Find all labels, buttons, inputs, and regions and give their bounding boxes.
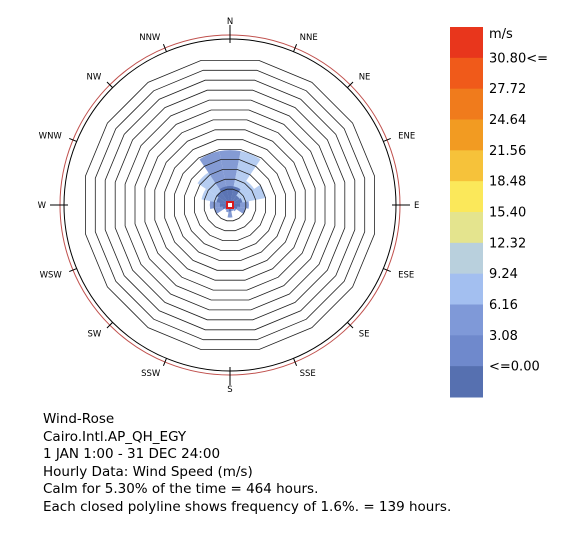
frequency-ring-10: [124, 99, 336, 311]
petal-inner-e: [230, 203, 241, 207]
frequency-ring-3: [193, 168, 267, 242]
caption-data-type: Hourly Data: Wind Speed (m/s): [43, 463, 253, 480]
direction-label-wnw: WNW: [39, 131, 63, 141]
legend-label-8: 6.16: [489, 298, 518, 313]
legend-label-1: 27.72: [489, 82, 526, 97]
tick-wsw: [69, 268, 77, 273]
caption-ring-frequency: Each closed polyline shows frequency of …: [43, 498, 452, 515]
direction-label-n: N: [227, 17, 233, 27]
direction-label-sw: SW: [87, 330, 101, 340]
legend-swatch-5: [450, 181, 483, 213]
legend-swatch-8: [450, 273, 483, 305]
frequency-ring-6: [164, 139, 296, 271]
tick-sw: [106, 322, 113, 329]
legend-label-2: 24.64: [489, 113, 526, 128]
legend-label-0: 30.80<=: [489, 51, 548, 66]
legend-swatch-6: [450, 212, 483, 244]
petal-inner-w: [219, 203, 230, 207]
tick-ne: [347, 81, 354, 88]
legend-label-9: 3.08: [489, 329, 518, 344]
direction-label-sse: SSE: [300, 369, 316, 379]
legend-label-5: 15.40: [489, 206, 526, 221]
frequency-ring-13: [94, 69, 366, 341]
direction-label-w: W: [38, 201, 47, 211]
legend-swatch-3: [450, 119, 483, 151]
tick-nw: [106, 81, 113, 88]
tick-wnw: [69, 137, 77, 142]
frequency-ring-7: [154, 129, 306, 281]
caption-period: 1 JAN 1:00 - 31 DEC 24:00: [43, 446, 221, 463]
direction-label-ssw: SSW: [141, 369, 161, 379]
tick-sse: [293, 358, 298, 366]
legend-label-7: 9.24: [489, 267, 518, 282]
direction-label-s: S: [227, 385, 232, 395]
direction-label-se: SE: [359, 330, 370, 340]
direction-label-nw: NW: [87, 72, 102, 82]
frequency-ring-1: [213, 188, 247, 222]
tick-se: [347, 322, 354, 329]
tick-nne: [293, 44, 298, 52]
direction-label-ene: ENE: [398, 131, 415, 141]
tick-ene: [383, 137, 391, 142]
tick-ssw: [162, 358, 167, 366]
direction-label-nne: NNE: [300, 33, 318, 43]
legend-swatch-11: [450, 366, 483, 398]
caption-calm: Calm for 5.30% of the time = 464 hours.: [43, 481, 319, 498]
direction-label-nnw: NNW: [139, 33, 161, 43]
legend-swatch-10: [450, 335, 483, 367]
frequency-ring-2: [203, 178, 257, 232]
caption-station: Cairo.Intl.AP_QH_EGY: [43, 428, 187, 445]
frequency-ring-9: [134, 109, 326, 301]
legend-label-10: <=0.00: [489, 360, 540, 375]
legend-swatch-2: [450, 88, 483, 120]
legend-label-6: 12.32: [489, 236, 526, 251]
frequency-ring-4: [184, 159, 276, 251]
frequency-ring-12: [104, 79, 356, 331]
chart-caption: Wind-Rose Cairo.Intl.AP_QH_EGY 1 JAN 1:0…: [43, 411, 451, 517]
petal-inner-n: [226, 186, 234, 205]
calm-marker-center: [228, 203, 232, 207]
petal-n: [219, 150, 241, 205]
tick-nnw: [162, 44, 167, 52]
frequency-ring-5: [174, 149, 286, 261]
legend-unit: m/s: [489, 27, 513, 42]
direction-label-wsw: WSW: [40, 271, 63, 281]
frequency-ring-14: [85, 60, 376, 351]
frequency-ring-8: [144, 119, 316, 291]
frequency-ring-11: [114, 89, 346, 321]
legend-swatch-4: [450, 150, 483, 182]
legend-label-4: 18.48: [489, 175, 526, 190]
legend-swatch-1: [450, 57, 483, 90]
legend-swatch-9: [450, 304, 483, 336]
tick-ese: [383, 268, 391, 273]
direction-label-e: E: [414, 201, 419, 211]
legend-label-3: 21.56: [489, 144, 526, 159]
caption-title: Wind-Rose: [43, 411, 115, 427]
direction-label-ese: ESE: [398, 271, 414, 281]
legend-swatch-7: [450, 242, 483, 275]
legend-swatch-0: [450, 27, 483, 59]
direction-label-ne: NE: [359, 72, 371, 82]
